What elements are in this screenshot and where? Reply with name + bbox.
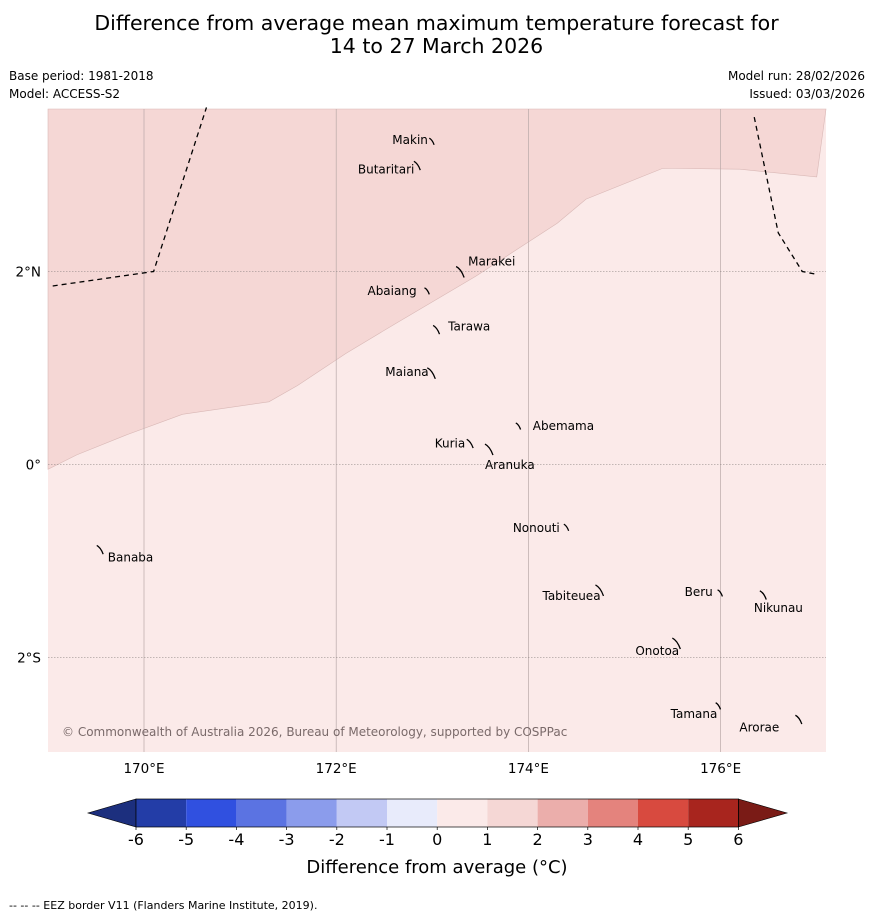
eez-line-east: [753, 116, 817, 276]
colorbar-segment: [638, 799, 689, 827]
colorbar: -6 -5 -4 -3 -2 -1 0 1 2 3 4 5 6 Difference from avera…: [86, 798, 789, 878]
place-label-aranuka: Aranuka: [485, 458, 535, 472]
island-tamana: [715, 702, 722, 710]
island-aranuka: [484, 443, 494, 456]
map-title: Difference from average mean maximum tem…: [0, 12, 873, 58]
colorbar-tick-label: 3: [583, 830, 593, 849]
place-label-onotoa: Onotoa: [635, 644, 679, 658]
place-label-makin: Makin: [392, 133, 428, 147]
colorbar-segment: [336, 799, 387, 827]
colorbar-under-arrow: [86, 798, 137, 828]
colorbar-tick-label: -2: [329, 830, 345, 849]
place-label-tarawa: Tarawa: [447, 319, 490, 333]
lon-tick-label: 174°E: [508, 761, 549, 777]
island-marakei: [455, 265, 465, 278]
island-tabiteuea: [595, 584, 605, 597]
colorbar-tick-label: -3: [279, 830, 295, 849]
colorbar-segment: [186, 799, 237, 827]
lat-tick-label: 2°S: [17, 651, 41, 667]
place-label-butaritari: Butaritari: [358, 162, 415, 176]
colorbar-over-arrow: [738, 798, 789, 828]
place-label-marakei: Marakei: [468, 255, 515, 269]
island-tarawa: [432, 324, 441, 335]
colorbar-segment: [136, 799, 187, 827]
place-label-arorae: Arorae: [739, 720, 779, 734]
eez-footnote: -- -- -- EEZ border V11 (Flanders Marine…: [9, 899, 318, 912]
colorbar-tick-label: -1: [379, 830, 395, 849]
colorbar-tick-label: -6: [128, 830, 144, 849]
island-butaritari: [413, 160, 421, 171]
eez-border: [52, 107, 817, 287]
colorbar-segment: [437, 799, 488, 827]
lon-tick-label: 176°E: [700, 761, 741, 777]
colorbar-tick-label: -4: [228, 830, 244, 849]
colorbar-tick-label: 6: [733, 830, 743, 849]
island-onotoa: [672, 637, 681, 650]
place-label-nonouti: Nonouti: [513, 521, 560, 535]
meta-right: Model run: 28/02/2026 Issued: 03/03/2026: [728, 67, 865, 103]
island-kuria: [466, 438, 474, 449]
island-abemama: [515, 422, 522, 430]
title-line-2: 14 to 27 March 2026: [329, 34, 544, 58]
lon-tick-label: 172°E: [316, 761, 357, 777]
island-maiana: [426, 367, 436, 380]
axis-ticks: 170°E 172°E 174°E 176°E 2°N 0° 2°S: [16, 265, 742, 778]
colorbar-tick-label: 4: [633, 830, 643, 849]
title-line-1: Difference from average mean maximum tem…: [94, 11, 779, 35]
colorbar-segment: [236, 799, 287, 827]
lon-tick-label: 170°E: [123, 761, 164, 777]
place-label-tamana: Tamana: [670, 707, 718, 721]
place-label-tabiteuea: Tabiteuea: [541, 589, 600, 603]
model-run: Model run: 28/02/2026: [727, 69, 865, 83]
place-label-beru: Beru: [685, 585, 713, 599]
island-nonouti: [563, 523, 570, 532]
island-beru: [717, 589, 724, 597]
colorbar-segment: [688, 799, 739, 827]
map-area: [47, 108, 827, 752]
issued-date: Issued: 03/03/2026: [749, 87, 865, 101]
copyright-notice: © Commonwealth of Australia 2026, Bureau…: [62, 725, 567, 739]
colorbar-tick-label: 1: [482, 830, 492, 849]
place-label-abaiang: Abaiang: [367, 284, 416, 298]
lat-tick-label: 0°: [26, 458, 41, 474]
colorbar-segment: [587, 799, 638, 827]
colorbar-segment: [387, 799, 438, 827]
model-name: Model: ACCESS-S2: [9, 87, 121, 101]
eez-line-west: [52, 107, 208, 287]
lat-tick-label: 2°N: [16, 265, 41, 281]
island-abaiang: [424, 287, 430, 295]
place-label-banaba: Banaba: [108, 550, 154, 564]
colorbar-title: Difference from average (°C): [306, 857, 567, 878]
base-period: Base period: 1981-2018: [9, 69, 154, 83]
colorbar-tick-label: 2: [533, 830, 543, 849]
place-label-abemama: Abemama: [533, 419, 594, 433]
colorbar-tick-label: 5: [683, 830, 693, 849]
island-arorae: [795, 714, 803, 725]
place-label-nikunau: Nikunau: [754, 601, 803, 615]
colorbar-tick-label: 0: [432, 830, 442, 849]
colorbar-segment: [286, 799, 337, 827]
gridlines: [48, 109, 826, 752]
island-banaba: [96, 544, 104, 555]
place-label-kuria: Kuria: [435, 436, 466, 450]
island-nikunau: [759, 590, 767, 600]
colorbar-segment: [537, 799, 588, 827]
colorbar-segment: [487, 799, 538, 827]
place-labels: Makin Butaritari Marakei Abaiang Tarawa Maian…: [96, 133, 803, 734]
meta-left: Base period: 1981-2018 Model: ACCESS-S2: [9, 67, 154, 103]
place-label-maiana: Maiana: [385, 365, 428, 379]
colorbar-tick-label: -5: [178, 830, 194, 849]
island-makin: [428, 137, 435, 146]
